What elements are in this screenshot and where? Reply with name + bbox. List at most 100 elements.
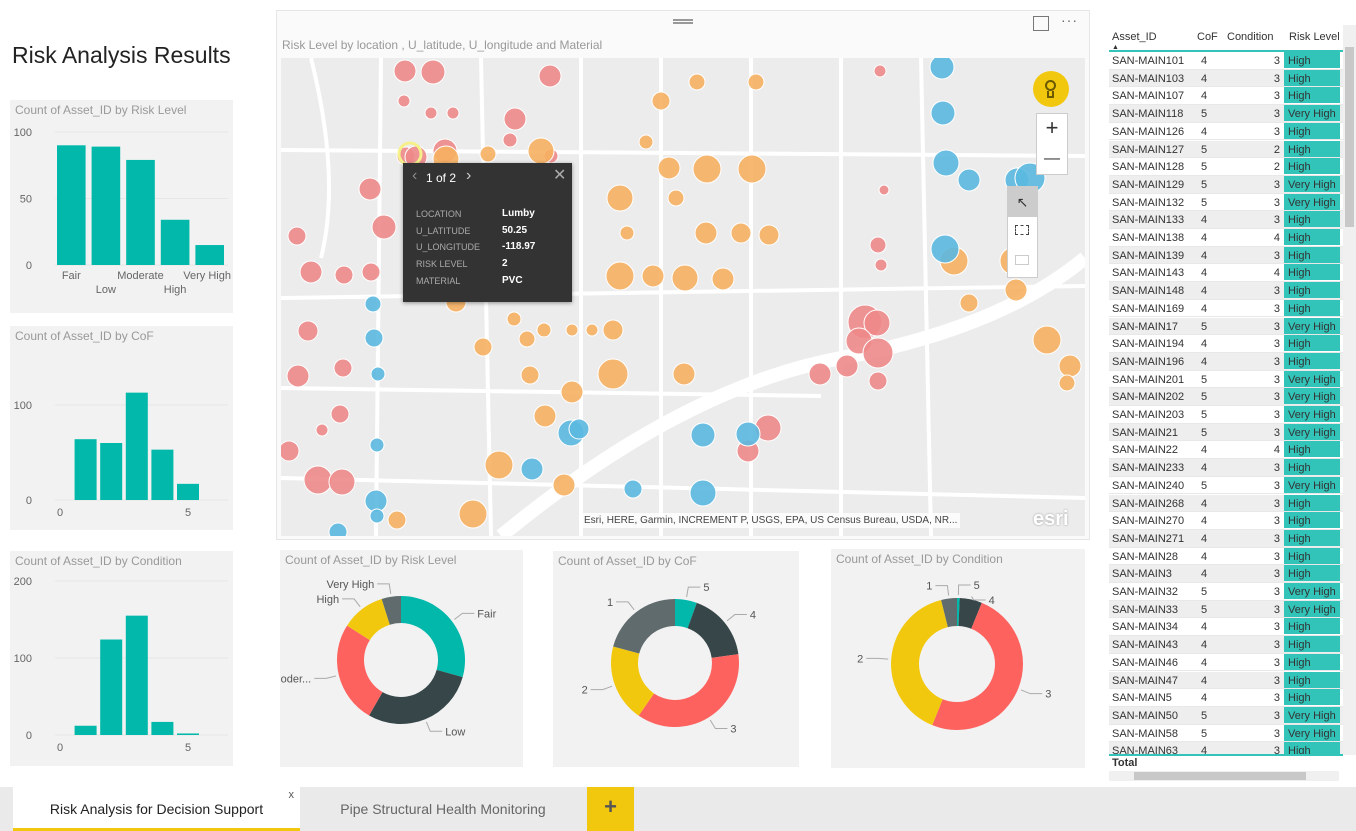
lasso-select-icon[interactable] <box>1015 255 1029 265</box>
table-row[interactable]: SAN-MAIN21 5 3 Very High <box>1109 423 1343 442</box>
table-row[interactable]: SAN-MAIN133 4 3 High <box>1109 211 1343 229</box>
donut-chart-cof[interactable]: Count of Asset_ID by CoF 5 4 3 2 1 <box>553 551 799 767</box>
tab-risk-analysis[interactable]: Risk Analysis for Decision Support x <box>13 787 300 831</box>
close-icon[interactable]: ✕ <box>553 167 567 184</box>
table-row[interactable]: SAN-MAIN268 4 3 High <box>1109 494 1343 513</box>
sort-ascending-icon: ▲ <box>1112 44 1119 51</box>
table-row[interactable]: SAN-MAIN118 5 3 Very High <box>1109 105 1343 123</box>
cell-asset-id: SAN-MAIN118 <box>1112 108 1184 121</box>
map-visual[interactable]: ··· Risk Level by location , U_latitude,… <box>276 10 1090 540</box>
table-row[interactable]: SAN-MAIN129 5 3 Very High <box>1109 175 1343 194</box>
map-canvas[interactable]: Esri, HERE, Garmin, INCREMENT P, USGS, E… <box>281 58 1085 536</box>
close-tab-icon[interactable]: x <box>288 789 295 801</box>
pointer-select-icon[interactable]: ↖ <box>1008 187 1037 217</box>
table-row[interactable]: SAN-MAIN138 4 4 High <box>1109 229 1343 247</box>
badge-icon[interactable] <box>1033 71 1069 107</box>
donut-chart-risk-level[interactable]: Count of Asset_ID by Risk Level Fair Low M… <box>280 550 523 767</box>
table-row[interactable]: SAN-MAIN101 4 3 High <box>1109 52 1343 70</box>
table-row[interactable]: SAN-MAIN33 5 3 Very High <box>1109 600 1343 619</box>
chart-title: Count of Asset_ID by Risk Level <box>285 553 457 567</box>
table-row[interactable]: SAN-MAIN28 4 3 High <box>1109 547 1343 566</box>
column-header-condition[interactable]: Condition <box>1227 31 1274 43</box>
map-marker <box>862 337 894 369</box>
bar-chart-condition[interactable]: Count of Asset_ID by Condition 0 100 200 0 5 <box>10 551 233 766</box>
table-row[interactable]: SAN-MAIN201 5 3 Very High <box>1109 370 1343 389</box>
table-row[interactable]: SAN-MAIN63 4 3 High <box>1109 742 1343 755</box>
table-row[interactable]: SAN-MAIN143 4 4 High <box>1109 264 1343 283</box>
cell-asset-id: SAN-MAIN50 <box>1112 709 1179 722</box>
cell-cof: 4 <box>1201 285 1208 298</box>
map-marker <box>808 362 832 386</box>
table-row[interactable]: SAN-MAIN46 4 3 High <box>1109 653 1343 672</box>
slice-label: 2 <box>857 653 863 665</box>
map-marker <box>959 293 979 313</box>
table-row[interactable]: SAN-MAIN22 4 4 High <box>1109 441 1343 460</box>
table-row[interactable]: SAN-MAIN240 5 3 Very High <box>1109 476 1343 495</box>
cell-cof: 5 <box>1201 727 1208 740</box>
zoom-in-button[interactable]: + <box>1045 115 1059 140</box>
table-row[interactable]: SAN-MAIN3 4 3 High <box>1109 565 1343 583</box>
table-row[interactable]: SAN-MAIN34 4 3 High <box>1109 618 1343 637</box>
cell-risk-level: High <box>1284 246 1340 263</box>
column-header-cof[interactable]: CoF <box>1197 31 1218 43</box>
cell-cof: 4 <box>1201 55 1208 67</box>
tab-pipe-health[interactable]: Pipe Structural Health Monitoring <box>300 787 586 831</box>
bar-chart-cof[interactable]: Count of Asset_ID by CoF 0 100 0 5 <box>10 326 233 530</box>
table-row[interactable]: SAN-MAIN271 4 3 High <box>1109 529 1343 548</box>
column-header-risk-level[interactable]: Risk Level <box>1289 31 1340 43</box>
esri-logo: esri <box>1033 508 1069 530</box>
table-row[interactable]: SAN-MAIN50 5 3 Very High <box>1109 706 1343 725</box>
table-row[interactable]: SAN-MAIN126 4 3 High <box>1109 122 1343 141</box>
table-row[interactable]: SAN-MAIN5 4 3 High <box>1109 689 1343 707</box>
table-row[interactable]: SAN-MAIN47 4 3 High <box>1109 671 1343 690</box>
vertical-scrollbar[interactable] <box>1343 25 1356 755</box>
table-row[interactable]: SAN-MAIN17 5 3 Very High <box>1109 317 1343 336</box>
table-row[interactable]: SAN-MAIN103 4 3 High <box>1109 69 1343 88</box>
table-row[interactable]: SAN-MAIN203 5 3 Very High <box>1109 406 1343 424</box>
table-row[interactable]: SAN-MAIN169 4 3 High <box>1109 299 1343 318</box>
table-row[interactable]: SAN-MAIN127 5 2 High <box>1109 140 1343 159</box>
cell-risk-level: Very High <box>1284 600 1340 617</box>
scrollbar-thumb[interactable] <box>1345 47 1354 227</box>
table-row[interactable]: SAN-MAIN32 5 3 Very High <box>1109 583 1343 601</box>
table-row[interactable]: SAN-MAIN139 4 3 High <box>1109 246 1343 265</box>
focus-mode-icon[interactable] <box>1033 16 1049 31</box>
table-row[interactable]: SAN-MAIN58 5 3 Very High <box>1109 724 1343 743</box>
table-row[interactable]: SAN-MAIN196 4 3 High <box>1109 352 1343 371</box>
cell-condition: 3 <box>1273 639 1280 652</box>
cell-condition: 3 <box>1273 320 1280 333</box>
leader-line <box>314 675 337 679</box>
drag-handle-icon[interactable] <box>673 19 693 24</box>
cell-risk-level: Very High <box>1284 706 1340 723</box>
table-row[interactable]: SAN-MAIN43 4 3 High <box>1109 636 1343 654</box>
add-page-button[interactable]: + <box>587 787 634 831</box>
asset-table[interactable]: Asset_ID ▲ CoF Condition Risk Level SAN-… <box>1105 25 1356 785</box>
cell-risk-level: High <box>1284 547 1340 564</box>
column-header-asset-id[interactable]: Asset_ID <box>1112 31 1157 43</box>
table-row[interactable]: SAN-MAIN107 4 3 High <box>1109 87 1343 106</box>
bar-chart-risk-level[interactable]: Count of Asset_ID by Risk Level 0 50 100 Fa… <box>10 100 233 313</box>
next-icon[interactable]: › <box>466 167 472 184</box>
table-row[interactable]: SAN-MAIN233 4 3 High <box>1109 459 1343 477</box>
table-row[interactable]: SAN-MAIN194 4 3 High <box>1109 335 1343 353</box>
cell-cof: 4 <box>1201 656 1208 669</box>
table-row[interactable]: SAN-MAIN148 4 3 High <box>1109 282 1343 300</box>
map-marker <box>369 437 385 453</box>
rectangle-select-icon[interactable] <box>1015 225 1029 235</box>
cell-asset-id: SAN-MAIN33 <box>1112 603 1179 616</box>
more-options-icon[interactable]: ··· <box>1061 12 1078 28</box>
table-row[interactable]: SAN-MAIN270 4 3 High <box>1109 512 1343 530</box>
donut-slice <box>611 646 654 716</box>
table-row[interactable]: SAN-MAIN132 5 3 Very High <box>1109 193 1343 212</box>
zoom-out-button[interactable]: — <box>1044 150 1060 167</box>
prev-icon[interactable]: ‹ <box>412 167 418 184</box>
map-marker <box>873 64 887 78</box>
cell-risk-level: High <box>1284 282 1340 299</box>
table-row[interactable]: SAN-MAIN128 5 2 High <box>1109 158 1343 176</box>
table-row[interactable]: SAN-MAIN202 5 3 Very High <box>1109 388 1343 406</box>
horizontal-scrollbar[interactable] <box>1109 771 1339 781</box>
leader-line <box>454 612 475 620</box>
scrollbar-thumb[interactable] <box>1134 772 1306 780</box>
map-marker <box>835 354 859 378</box>
